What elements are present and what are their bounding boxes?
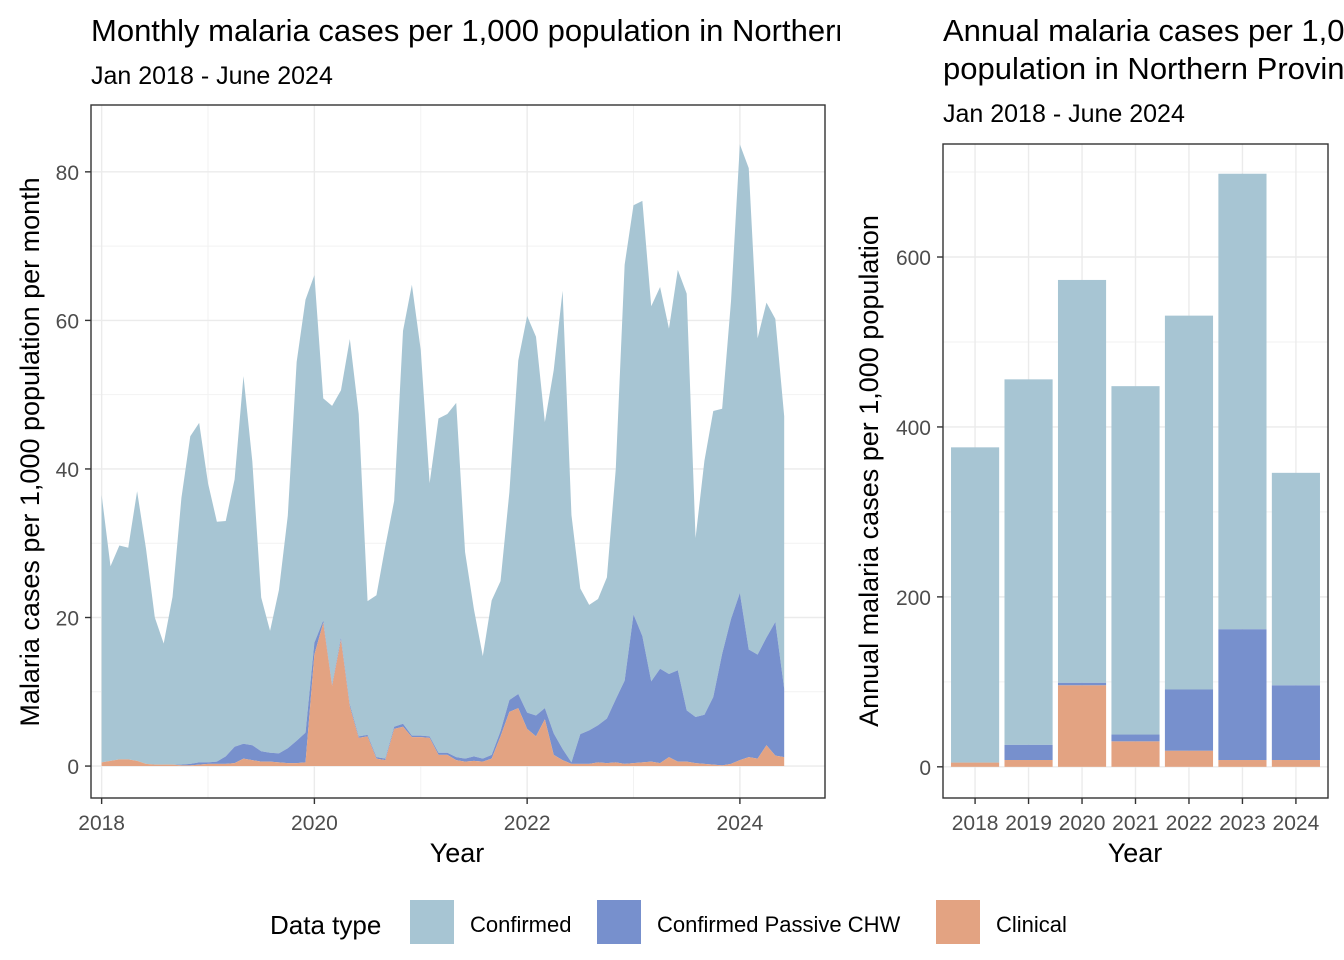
bar-2018-confirmed [951, 447, 1000, 763]
annual-x-axis-label: Year [1108, 838, 1163, 868]
legend-label-clinical: Clinical [996, 912, 1067, 937]
legend: Data type Confirmed Confirmed Passive CH… [270, 900, 1067, 944]
annual-y-axis-label: Annual malaria cases per 1,000 populatio… [854, 215, 884, 727]
bar-2023-confirmed [1218, 173, 1267, 630]
annual-x-tick-label: 2018 [952, 812, 999, 835]
monthly-panel-border [90, 104, 826, 799]
monthly-area-series [101, 144, 785, 767]
monthly-x-tick-label: 2024 [717, 812, 764, 835]
monthly-axes: 0 20 40 60 80 2018 2020 2022 2024 [56, 162, 764, 835]
bar-2023-confirmed-passive-chw [1218, 629, 1267, 761]
legend-label-confirmed-passive-chw: Confirmed Passive CHW [657, 912, 901, 937]
bar-2018-clinical [951, 762, 1000, 767]
monthly-y-tick-label: 20 [56, 608, 79, 631]
bar-2019-confirmed-passive-chw [1004, 744, 1053, 761]
annual-axes: 0 200 400 600 2018 2019 2020 2021 2022 2023 2024 [896, 247, 1320, 835]
bar-2020-confirmed [1057, 279, 1107, 683]
monthly-y-tick-label: 60 [56, 310, 79, 333]
monthly-chart-subtitle: Jan 2018 - June 2024 [91, 62, 333, 90]
annual-x-tick-label: 2023 [1219, 812, 1266, 835]
monthly-x-tick-label: 2020 [291, 812, 338, 835]
legend-swatch-confirmed [410, 900, 454, 944]
bar-2024-confirmed-passive-chw [1271, 685, 1320, 761]
monthly-chart: Monthly malaria cases per 1,000 populati… [15, 13, 982, 868]
legend-swatch-clinical [936, 900, 980, 944]
annual-bar-series [951, 173, 1320, 767]
bar-2021-confirmed-passive-chw [1111, 734, 1160, 742]
monthly-x-axis-label: Year [430, 838, 485, 868]
bar-2020-confirmed-passive-chw [1057, 682, 1107, 686]
bar-2022-clinical [1164, 750, 1214, 767]
legend-item-confirmed-passive-chw: Confirmed Passive CHW [597, 900, 901, 944]
monthly-chart-title: Monthly malaria cases per 1,000 populati… [91, 13, 982, 48]
bar-2021-confirmed [1111, 386, 1160, 735]
bar-2021-clinical [1111, 741, 1160, 767]
area-confirmed-passive-chw [101, 593, 785, 766]
monthly-x-tick-label: 2018 [78, 812, 125, 835]
annual-y-tick-label: 400 [896, 417, 931, 440]
annual-chart: Annual malaria cases per 1,000 populatio… [854, 13, 1344, 868]
bar-2023-clinical [1218, 760, 1267, 767]
annual-y-tick-label: 600 [896, 247, 931, 270]
area-confirmed [101, 144, 785, 765]
bar-2019-confirmed [1004, 379, 1053, 745]
annual-chart-title-line-1: Annual malaria cases per 1,000 [943, 13, 1344, 48]
annual-x-tick-label: 2019 [1005, 812, 1052, 835]
monthly-y-tick-label: 80 [56, 162, 79, 185]
legend-swatch-confirmed-passive-chw [597, 900, 641, 944]
bar-2024-confirmed [1271, 472, 1320, 686]
bar-2022-confirmed-passive-chw [1164, 689, 1214, 751]
monthly-y-tick-label: 40 [56, 459, 79, 482]
monthly-y-tick-label: 0 [67, 756, 79, 779]
monthly-y-axis-label: Malaria cases per 1,000 population per m… [15, 177, 45, 726]
legend-label-confirmed: Confirmed [470, 912, 571, 937]
legend-title: Data type [270, 910, 381, 940]
bar-2020-clinical [1057, 685, 1107, 767]
annual-y-tick-label: 0 [919, 757, 931, 780]
legend-item-clinical: Clinical [936, 900, 1067, 944]
bar-2022-confirmed [1164, 315, 1214, 690]
annual-chart-title-line-2: population in Northern Province [943, 51, 1344, 86]
annual-x-tick-label: 2021 [1112, 812, 1159, 835]
legend-item-confirmed: Confirmed [410, 900, 571, 944]
bar-2019-clinical [1004, 760, 1053, 767]
annual-x-tick-label: 2020 [1059, 812, 1106, 835]
annual-x-tick-label: 2024 [1273, 812, 1320, 835]
annual-chart-subtitle: Jan 2018 - June 2024 [943, 100, 1185, 128]
bar-2024-clinical [1271, 760, 1320, 767]
annual-y-tick-label: 200 [896, 587, 931, 610]
monthly-x-tick-label: 2022 [504, 812, 551, 835]
annual-x-tick-label: 2022 [1166, 812, 1213, 835]
